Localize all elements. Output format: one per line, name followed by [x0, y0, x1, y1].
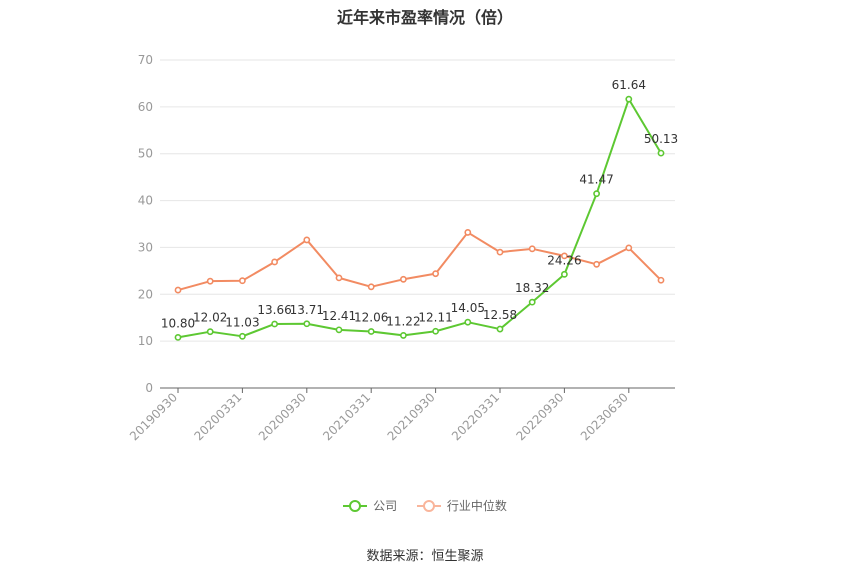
x-tick-label: 20200331: [191, 390, 244, 443]
legend: 公司 行业中位数: [0, 497, 850, 515]
data-point-industry-median: [271, 258, 278, 266]
legend-item-company[interactable]: 公司: [343, 497, 397, 514]
data-label-company: 14.05: [451, 301, 485, 315]
data-label-company: 41.47: [579, 173, 613, 187]
data-point-company: [335, 326, 343, 334]
data-point-company: [271, 320, 278, 328]
data-label-company: 12.41: [322, 309, 356, 323]
data-point-company: [238, 332, 246, 340]
data-label-company: 11.22: [386, 314, 420, 328]
data-label-company: 18.32: [515, 281, 549, 295]
data-point-company: [528, 298, 536, 306]
y-tick-label: 10: [138, 334, 153, 348]
data-point-industry-median: [174, 286, 182, 294]
source-note: 数据来源：恒生聚源: [366, 549, 484, 564]
x-tick-label: 20200930: [256, 390, 309, 443]
data-point-company: [593, 190, 600, 198]
series: [174, 95, 665, 341]
x-tick-label: 20210930: [385, 390, 438, 443]
data-label-company: 24.26: [547, 253, 581, 267]
data-point-company: [206, 328, 214, 336]
y-tick-label: 40: [138, 194, 153, 208]
data-point-industry-median: [593, 260, 600, 268]
data-point-industry-median: [657, 276, 665, 284]
data-point-industry-median: [335, 274, 343, 282]
data-point-company: [561, 270, 568, 278]
data-point-industry-median: [464, 229, 472, 236]
data-label-company: 11.03: [225, 315, 259, 329]
data-point-industry-median: [625, 244, 633, 252]
data-point-company: [464, 318, 472, 326]
y-tick-label: 30: [138, 240, 153, 254]
series-line-industry-median: [177, 231, 662, 292]
series-line-company: [177, 98, 662, 339]
data-point-company: [367, 328, 375, 335]
x-tick-label: 20190930: [127, 390, 180, 443]
data-point-company: [657, 149, 665, 157]
data-label-company: 13.71: [290, 303, 324, 317]
data-point-company: [303, 320, 311, 328]
data-labels: 10.8012.0211.0313.6613.7112.4112.0611.22…: [161, 78, 678, 330]
x-tick-label: 20230630: [578, 390, 631, 443]
legend-item-industry-median[interactable]: 行业中位数: [416, 497, 507, 514]
y-tick-label: 60: [138, 100, 153, 114]
y-tick-label: 70: [138, 53, 153, 67]
data-point-industry-median: [496, 248, 504, 256]
data-point-industry-median: [238, 277, 246, 285]
data-point-company: [432, 327, 439, 335]
data-point-industry-median: [206, 277, 214, 285]
gridlines: [160, 59, 675, 342]
data-point-industry-median: [561, 252, 568, 260]
data-label-company: 50.13: [644, 132, 678, 146]
data-point-industry-median: [367, 283, 375, 291]
data-label-company: 61.64: [612, 78, 646, 92]
y-tick-label: 0: [145, 381, 153, 395]
y-tick-label: 50: [138, 147, 153, 161]
data-label-company: 12.58: [483, 308, 517, 322]
data-point-company: [496, 325, 504, 333]
chart-title: 近年来市盈率情况（倍）: [336, 8, 513, 27]
data-point-industry-median: [432, 270, 439, 278]
data-label-company: 13.66: [257, 303, 291, 317]
x-tick-label: 20220930: [513, 390, 566, 443]
legend-label-industry-median: 行业中位数: [446, 499, 507, 513]
legend-swatch-company: [343, 499, 368, 512]
data-label-company: 12.06: [354, 310, 388, 324]
data-point-company: [625, 95, 633, 103]
data-label-company: 12.02: [193, 311, 227, 325]
legend-swatch-industry-median: [416, 499, 441, 512]
x-tick-label: 20220331: [449, 390, 502, 443]
data-point-industry-median: [399, 275, 407, 283]
y-tick-label: 20: [138, 287, 153, 301]
data-point-company: [174, 333, 182, 341]
data-point-industry-median: [528, 245, 536, 253]
data-point-company: [399, 332, 407, 339]
data-label-company: 10.80: [161, 316, 195, 330]
data-label-company: 12.11: [418, 310, 452, 324]
legend-label-company: 公司: [373, 499, 398, 513]
data-point-industry-median: [303, 236, 311, 244]
x-tick-label: 20210331: [320, 390, 373, 443]
